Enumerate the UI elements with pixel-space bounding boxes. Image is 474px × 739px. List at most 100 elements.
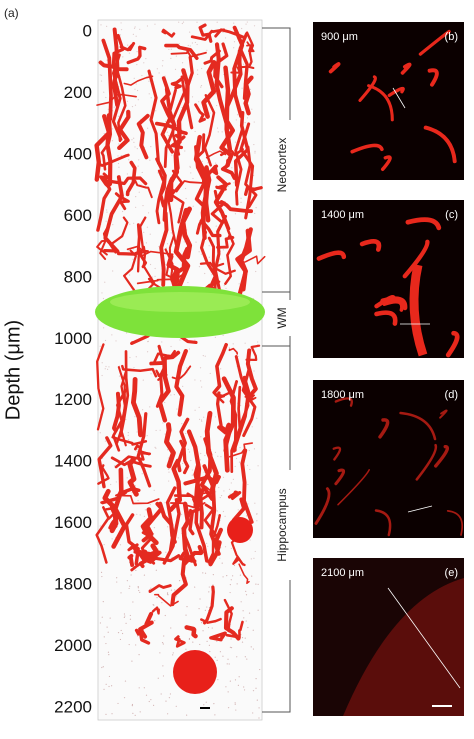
speckle: [135, 356, 137, 358]
speckle: [246, 658, 248, 660]
speckle: [164, 502, 166, 504]
speckle: [201, 67, 203, 70]
vessel: [212, 342, 228, 395]
speckle: [162, 665, 164, 667]
vessel: [213, 391, 231, 404]
speckle: [204, 572, 207, 574]
speckle: [200, 436, 202, 438]
speckle: [156, 68, 158, 70]
vessel: [173, 492, 211, 503]
speckle: [146, 351, 149, 353]
speckle: [199, 598, 201, 600]
speckle: [101, 292, 103, 294]
vessel: [115, 371, 127, 444]
vessel: [232, 375, 251, 453]
speckle: [199, 643, 201, 646]
speckle: [232, 478, 234, 480]
speckle: [133, 137, 135, 139]
speckle: [206, 640, 208, 642]
speckle: [228, 663, 230, 665]
vessel: [242, 255, 266, 265]
speckle: [128, 587, 130, 590]
speckle: [123, 616, 125, 619]
depth-tick-label: 1400: [54, 452, 92, 471]
speckle: [186, 367, 188, 369]
speckle: [105, 365, 107, 368]
vessel: [387, 86, 405, 98]
speckle: [234, 703, 236, 705]
vessel-blob: [227, 517, 253, 543]
speckle: [168, 480, 170, 482]
panel-depth: 2100 μm: [321, 567, 364, 579]
speckle: [247, 626, 249, 629]
speckle: [198, 251, 200, 253]
speckle: [137, 635, 139, 637]
speckle: [131, 705, 133, 707]
speckle: [216, 640, 218, 642]
speckle: [148, 700, 150, 703]
speckle: [107, 368, 109, 371]
speckle: [158, 72, 160, 74]
speckle: [232, 343, 234, 345]
vessel: [200, 165, 212, 241]
speckle: [173, 393, 175, 396]
speckle: [217, 455, 219, 457]
speckle: [244, 637, 246, 639]
speckle: [238, 283, 240, 285]
depth-tick-label: 1600: [54, 513, 92, 532]
speckle: [230, 482, 232, 484]
vessel: [121, 364, 158, 378]
speckle: [121, 632, 124, 635]
vessel: [378, 418, 390, 439]
speckle: [150, 97, 152, 99]
speckle: [176, 408, 178, 410]
speckle: [136, 148, 138, 150]
speckle: [113, 465, 116, 467]
vessel: [182, 545, 204, 566]
speckle: [250, 646, 252, 648]
speckle: [170, 345, 172, 348]
speckle: [209, 650, 211, 653]
vessel: [232, 555, 246, 567]
speckle: [223, 73, 225, 76]
speckle: [256, 513, 258, 515]
speckle: [104, 281, 106, 283]
speckle: [130, 574, 132, 576]
speckle: [155, 569, 157, 571]
speckle: [255, 678, 257, 680]
vessel: [203, 94, 216, 167]
speckle: [134, 485, 137, 487]
speckle: [222, 476, 225, 478]
vessel: [316, 250, 347, 261]
image-panel: 1800 μm (d): [313, 380, 464, 538]
speckle: [201, 622, 203, 624]
speckle: [220, 368, 222, 370]
speckle: [181, 22, 183, 25]
vessel: [221, 376, 236, 473]
speckle: [129, 614, 131, 617]
speckle: [230, 638, 232, 640]
speckle: [214, 656, 216, 658]
speckle: [197, 73, 199, 75]
vessel: [95, 506, 110, 564]
vessel: [109, 216, 129, 254]
speckle: [188, 638, 191, 640]
speckle: [248, 612, 251, 614]
speckle: [149, 233, 151, 235]
speckle: [234, 213, 237, 215]
speckle: [216, 659, 218, 661]
speckle: [166, 592, 169, 594]
speckle: [241, 641, 244, 643]
vessel: [96, 93, 137, 106]
speckle: [123, 613, 126, 615]
vessel: [219, 200, 254, 214]
speckle: [142, 409, 144, 411]
vessel: [141, 501, 164, 543]
speckle: [216, 510, 218, 512]
speckle: [179, 339, 181, 341]
vessel: [439, 409, 448, 419]
speckle: [187, 448, 189, 450]
speckle: [196, 43, 198, 46]
speckle: [164, 120, 167, 123]
speckle: [136, 431, 138, 433]
